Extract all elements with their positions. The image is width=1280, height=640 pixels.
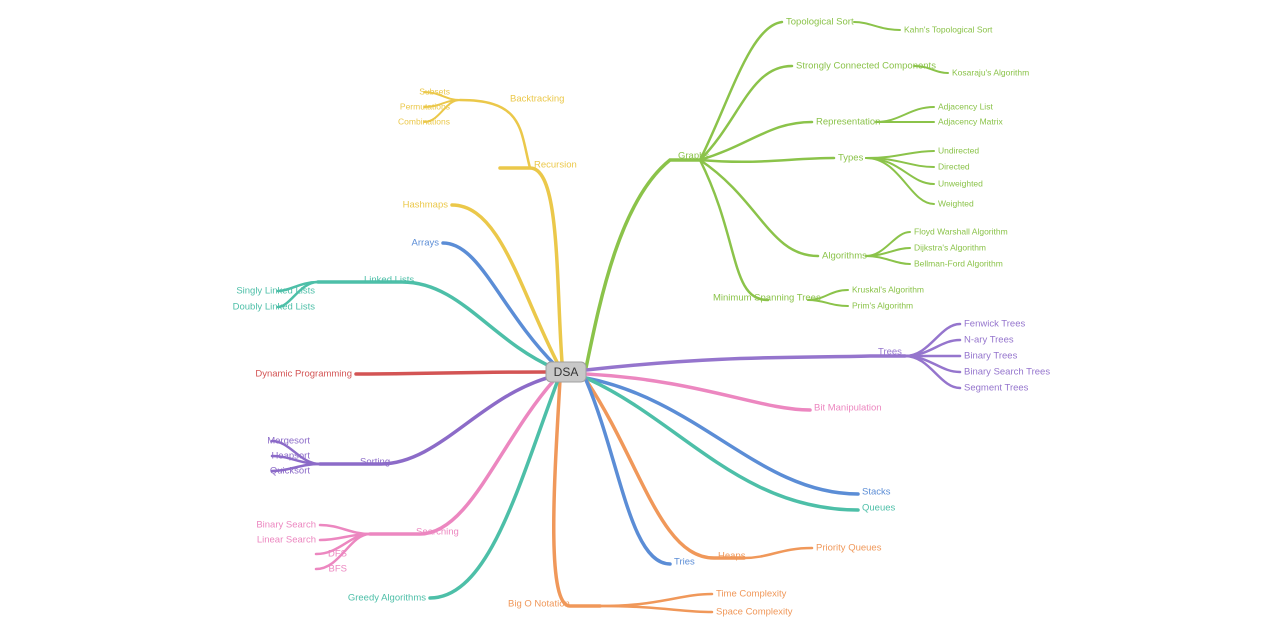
branch-pq (744, 548, 812, 558)
branch-trees (586, 356, 905, 370)
mindmap-canvas: GraphsTopological SortKahn's Topological… (0, 0, 1280, 640)
branch-topo (700, 22, 782, 160)
label-comb: Combinations (398, 116, 450, 126)
label-trees: Trees (878, 347, 902, 358)
label-seg: Segment Trees (964, 383, 1029, 394)
branch-hash (452, 205, 558, 364)
label-bfs: BFS (329, 564, 347, 575)
label-bin: Binary Trees (964, 351, 1018, 362)
branch-kahn (854, 22, 900, 30)
label-bitm: Bit Manipulation (814, 403, 882, 414)
label-prim: Prim's Algorithm (852, 300, 913, 310)
label-wgt: Weighted (938, 198, 974, 208)
branch-greedy (430, 380, 558, 598)
branch-undir (866, 151, 934, 158)
branch-graphs (586, 160, 700, 368)
branch-bigo (554, 380, 600, 606)
label-queues: Queues (862, 503, 896, 514)
label-nary: N-ary Trees (964, 335, 1014, 346)
label-galgo: Algorithms (822, 251, 867, 262)
label-repr: Representation (816, 117, 880, 128)
label-qs: Quicksort (270, 466, 310, 477)
branch-bsr (320, 525, 370, 534)
label-fen: Fenwick Trees (964, 319, 1025, 330)
label-adjl: Adjacency List (938, 101, 993, 111)
label-unw: Unweighted (938, 178, 983, 188)
label-ms: Mergesort (267, 436, 310, 447)
branch-ll (318, 282, 554, 368)
label-dll: Doubly Linked Lists (233, 302, 316, 313)
label-fw: Floyd Warshall Algorithm (914, 226, 1008, 236)
label-ll: Linked Lists (364, 275, 414, 286)
branch-galgo (700, 160, 818, 256)
label-arrays: Arrays (412, 238, 440, 249)
label-lsr: Linear Search (257, 535, 316, 546)
label-dp: Dynamic Programming (255, 369, 352, 380)
label-bigo: Big O Notation (508, 599, 570, 610)
label-hash: Hashmaps (403, 200, 449, 211)
branch-back (460, 100, 530, 168)
branch-adjl (876, 107, 934, 122)
branch-dp (356, 372, 546, 374)
label-pq: Priority Queues (816, 543, 882, 554)
branch-wgt (866, 158, 934, 204)
branch-tc (600, 594, 712, 606)
label-searching: Searching (416, 527, 459, 538)
branch-sc (600, 606, 712, 612)
label-hs: Heapsort (271, 451, 310, 462)
label-sorting: Sorting (360, 457, 390, 468)
label-back: Backtracking (510, 94, 564, 105)
label-mst: Minimum Spanning Trees (713, 293, 821, 304)
label-types: Types (838, 153, 864, 164)
label-bsr: Binary Search (256, 520, 316, 531)
label-greedy: Greedy Algorithms (348, 593, 426, 604)
label-heaps: Heaps (718, 551, 746, 562)
label-undir: Undirected (938, 145, 979, 155)
branch-sorting (320, 376, 554, 464)
label-kru: Kruskal's Algorithm (852, 284, 924, 294)
label-bf: Bellman-Ford Algorithm (914, 258, 1003, 268)
branch-searching (370, 378, 556, 534)
branch-recursion (500, 168, 562, 362)
label-kahn: Kahn's Topological Sort (904, 24, 993, 34)
label-sc: Space Complexity (716, 607, 793, 618)
label-bst: Binary Search Trees (964, 367, 1050, 378)
label-tc: Time Complexity (716, 589, 787, 600)
label-recursion: Recursion (534, 160, 577, 171)
label-dir: Directed (938, 161, 970, 171)
branch-tries (586, 380, 670, 564)
branch-bitm (586, 374, 810, 410)
label-dij: Dijkstra's Algorithm (914, 242, 986, 252)
label-subs: Subsets (419, 86, 450, 96)
branch-scc (700, 66, 792, 160)
label-topo: Topological Sort (786, 17, 854, 28)
label-tries: Tries (674, 557, 695, 568)
label-adjm: Adjacency Matrix (938, 116, 1003, 126)
label-kosa: Kosaraju's Algorithm (952, 67, 1029, 77)
branch-bf (866, 256, 910, 264)
branch-mst (700, 160, 768, 300)
branch-types (700, 158, 834, 162)
root-label: DSA (554, 365, 579, 379)
label-stacks: Stacks (862, 487, 891, 498)
branch-dij (866, 248, 910, 256)
